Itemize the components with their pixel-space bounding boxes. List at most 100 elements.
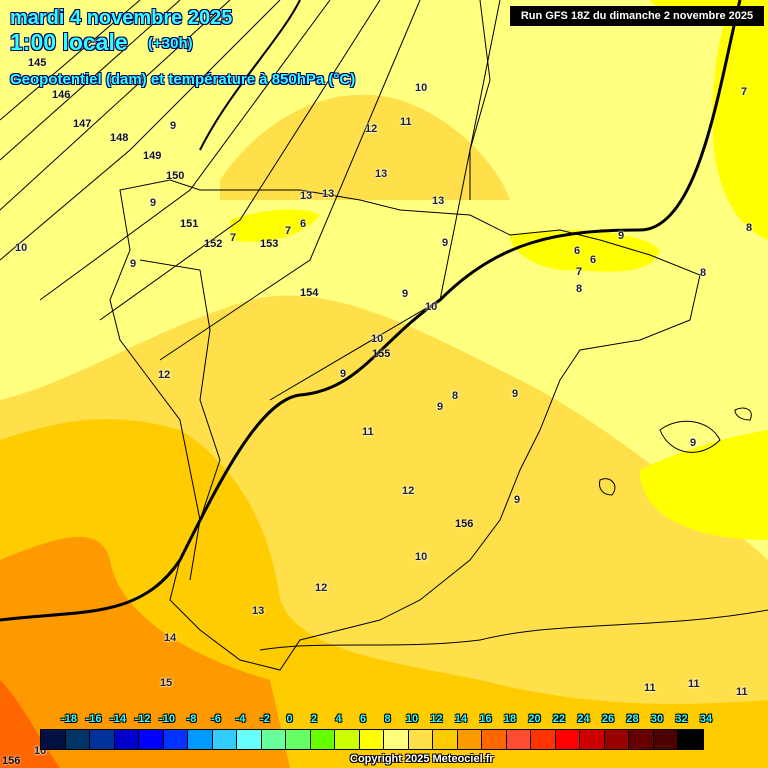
temperature-label: 11 bbox=[400, 116, 412, 128]
temp-zone-12-north bbox=[220, 94, 510, 200]
legend-tick: 12 bbox=[430, 713, 443, 725]
island-menorca bbox=[734, 407, 752, 421]
temperature-label: 9 bbox=[437, 401, 444, 413]
color-legend bbox=[40, 729, 704, 750]
legend-tick: 34 bbox=[699, 713, 713, 725]
temperature-label: 9 bbox=[690, 437, 697, 449]
legend-swatch bbox=[555, 730, 580, 749]
forecast-date: mardi 4 novembre 2025 bbox=[10, 7, 233, 29]
legend-tick: 18 bbox=[503, 713, 517, 725]
legend-tick: 20 bbox=[528, 713, 541, 725]
temp-zone-8-east bbox=[712, 0, 768, 240]
temperature-label: 10 bbox=[371, 333, 384, 345]
geopotential-contours bbox=[0, 0, 501, 401]
forecast-lead: (+30h) bbox=[148, 35, 193, 52]
temperature-label: 6 bbox=[590, 254, 597, 266]
temperature-label: 9 bbox=[514, 494, 521, 506]
temperature-label: 7 bbox=[285, 225, 292, 237]
temperature-label: 9 bbox=[130, 258, 137, 270]
legend-swatch bbox=[678, 730, 703, 749]
legend-tick: -16 bbox=[85, 713, 102, 725]
temperature-label: 11 bbox=[688, 678, 700, 690]
legend-swatch bbox=[457, 730, 482, 749]
legend-swatch bbox=[604, 730, 629, 749]
temperature-label: 9 bbox=[170, 120, 177, 132]
legend-tick: -6 bbox=[211, 713, 221, 725]
temperature-label: 13 bbox=[432, 195, 445, 207]
geopotential-label: 145 bbox=[28, 57, 47, 69]
temperature-label: 6 bbox=[300, 218, 307, 230]
temperature-label: 6 bbox=[574, 245, 581, 257]
temp-zone-8-cantabria bbox=[230, 209, 320, 242]
geopotential-label: 152 bbox=[204, 238, 223, 250]
legend-tick: -10 bbox=[159, 713, 175, 725]
temperature-label: 10 bbox=[425, 301, 438, 313]
temperature-label: 10 bbox=[15, 242, 28, 254]
temperature-label: 12 bbox=[365, 123, 378, 135]
legend-tick: 32 bbox=[675, 713, 688, 725]
temp-zone-8-pyrenees bbox=[510, 230, 660, 272]
temperature-label: 13 bbox=[322, 188, 335, 200]
geopotential-label: 153 bbox=[260, 238, 279, 250]
geopotential-label: 151 bbox=[180, 218, 199, 230]
temperature-label: 7 bbox=[741, 86, 748, 98]
legend-tick: 30 bbox=[650, 713, 664, 725]
geopotential-label: 149 bbox=[143, 150, 162, 162]
temperature-label: 9 bbox=[442, 237, 449, 249]
model-run: Run GFS 18Z du dimanche 2 novembre 2025 bbox=[510, 6, 764, 26]
legend-swatch bbox=[163, 730, 188, 749]
legend-swatch bbox=[237, 730, 262, 749]
temperature-label: 13 bbox=[252, 605, 265, 617]
legend-tick: 6 bbox=[359, 713, 367, 725]
legend-tick: 4 bbox=[335, 713, 342, 725]
map-parameter: Geopotentiel (dam) et température à 850h… bbox=[10, 71, 356, 88]
temperature-label: 7 bbox=[576, 266, 583, 278]
legend-swatch bbox=[286, 730, 311, 749]
coast-africa bbox=[259, 609, 768, 651]
temperature-label: 10 bbox=[415, 551, 428, 563]
temperature-label: 10 bbox=[415, 82, 428, 94]
legend-swatch bbox=[188, 730, 213, 749]
geopotential-label: 154 bbox=[300, 287, 319, 299]
geopotential-label: 155 bbox=[372, 348, 391, 360]
coast-france bbox=[469, 0, 491, 200]
geopotential-label: 146 bbox=[52, 89, 71, 101]
island-ibiza bbox=[599, 478, 616, 496]
coastline-iberia bbox=[109, 179, 701, 671]
forecast-time: 1:00 locale bbox=[10, 29, 128, 55]
temperature-label: 9 bbox=[512, 388, 519, 400]
temperature-label: 11 bbox=[736, 686, 748, 698]
border-portugal bbox=[139, 259, 221, 581]
geopotential-label: 150 bbox=[166, 170, 185, 182]
legend-tick: 8 bbox=[384, 713, 391, 725]
temp-zone-16 bbox=[0, 536, 290, 768]
temperature-label: 11 bbox=[644, 682, 656, 694]
legend-swatch bbox=[433, 730, 458, 749]
temperature-label: 9 bbox=[402, 288, 409, 300]
legend-tick: -8 bbox=[186, 713, 197, 725]
temperature-label: 9 bbox=[340, 368, 347, 380]
copyright: Copyright 2025 Meteociel.fr bbox=[350, 753, 494, 765]
legend-tick: 22 bbox=[552, 713, 566, 725]
legend-tick: 14 bbox=[454, 713, 468, 725]
temperature-label: 9 bbox=[150, 197, 157, 209]
temperature-label: 9 bbox=[618, 230, 625, 242]
legend-tick: 26 bbox=[601, 713, 615, 725]
legend-swatch bbox=[531, 730, 556, 749]
legend-swatch bbox=[261, 730, 286, 749]
legend-swatch bbox=[359, 730, 384, 749]
legend-tick: -18 bbox=[61, 713, 77, 725]
legend-swatch bbox=[212, 730, 237, 749]
legend-tick: 0 bbox=[286, 713, 293, 725]
legend-tick: 10 bbox=[405, 713, 419, 725]
legend-tick: -14 bbox=[110, 713, 126, 725]
temperature-label: 14 bbox=[164, 632, 177, 644]
island-mallorca bbox=[659, 420, 721, 453]
legend-swatch bbox=[629, 730, 654, 749]
legend-tick: -4 bbox=[235, 713, 246, 725]
temperature-label: 11 bbox=[362, 426, 374, 438]
legend-swatch bbox=[653, 730, 678, 749]
legend-tick: 16 bbox=[479, 713, 492, 725]
